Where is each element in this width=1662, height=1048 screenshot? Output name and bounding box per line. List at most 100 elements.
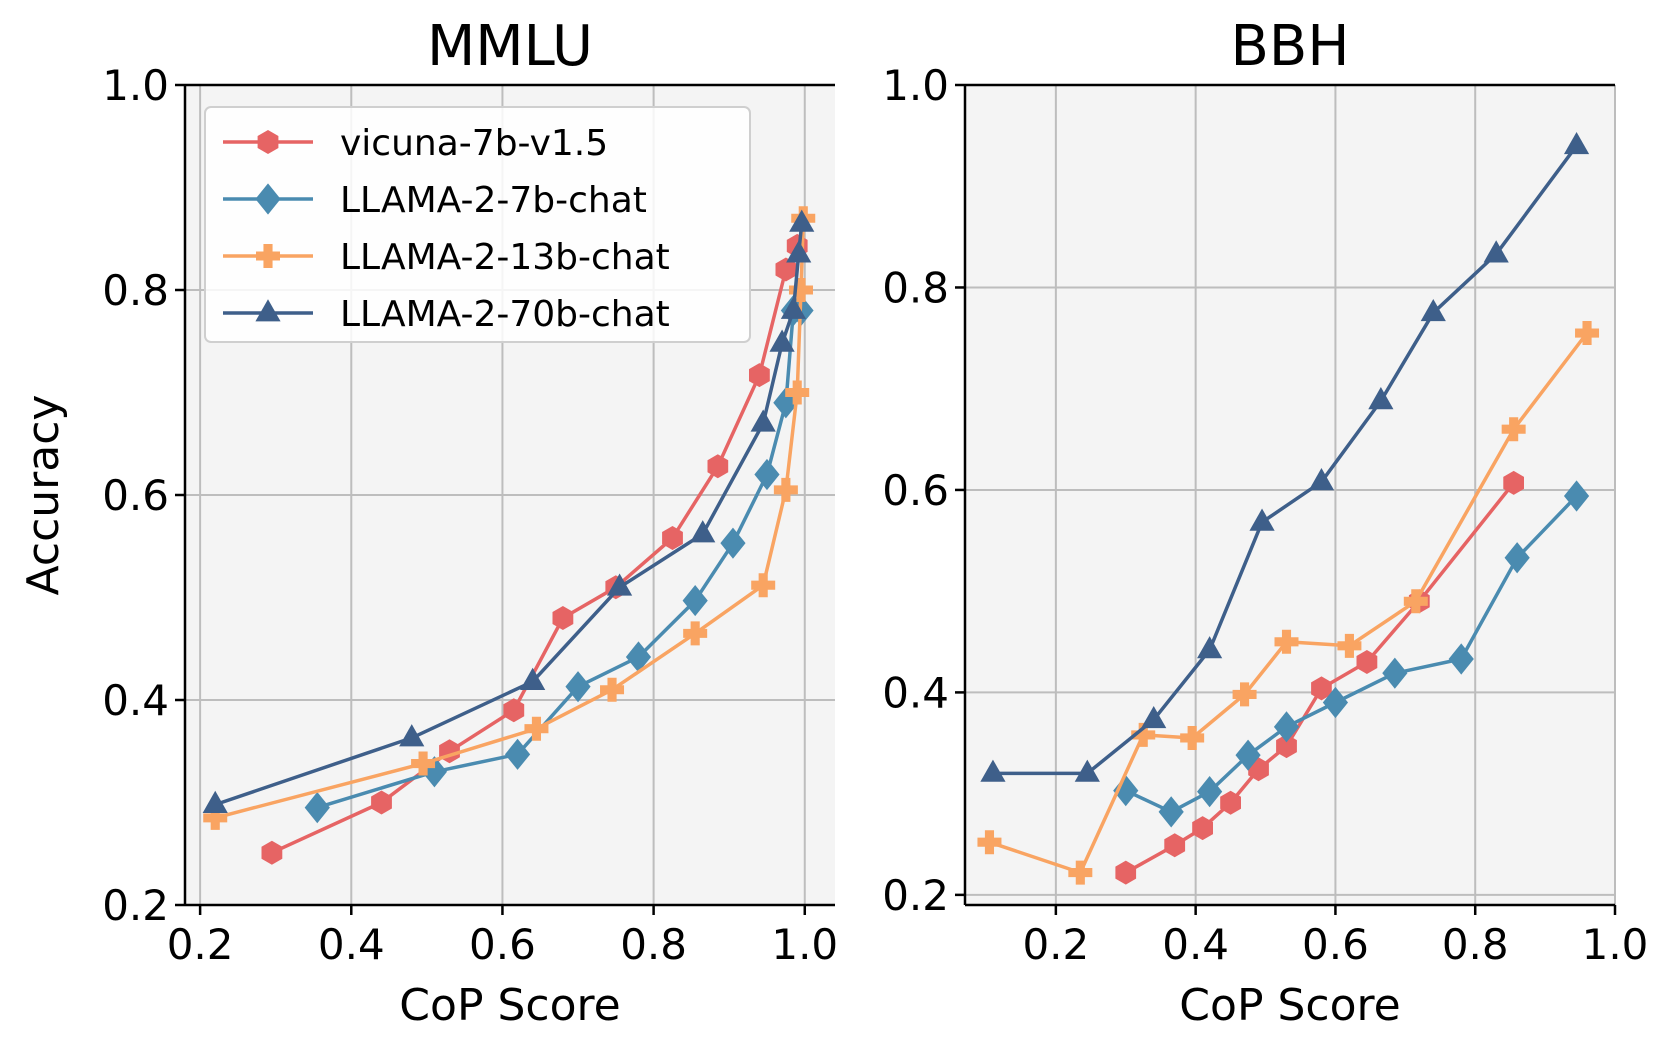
data-point — [421, 756, 448, 788]
y-tick-label: 0.4 — [882, 668, 949, 717]
series-line — [993, 144, 1579, 776]
x-tick-label: 0.2 — [1022, 920, 1089, 969]
legend-entry: LLAMA-2-7b-chat — [223, 180, 647, 221]
y-tick-label: 0.4 — [102, 676, 169, 725]
data-point — [773, 387, 799, 419]
series-LLAMA-2-13b-chat — [203, 206, 816, 830]
data-point — [1273, 711, 1300, 743]
y-tick-label: 1.0 — [102, 61, 169, 110]
data-point — [600, 677, 625, 702]
legend-entry: LLAMA-2-70b-chat — [223, 294, 670, 335]
data-point — [1235, 739, 1261, 771]
data-point — [1575, 321, 1600, 346]
data-point — [1483, 240, 1509, 263]
data-point — [1276, 734, 1297, 759]
x-tick-label: 0.8 — [620, 920, 687, 969]
data-point — [780, 296, 807, 319]
data-point — [789, 209, 815, 232]
data-point — [775, 257, 797, 282]
data-point — [1403, 589, 1428, 614]
plot-background — [965, 85, 1615, 905]
chart-title: BBH — [1231, 14, 1350, 79]
x-axis-label: CoP Score — [1179, 980, 1400, 1031]
legend: vicuna-7b-v1.5 LLAMA-2-7b-chat LLAMA-2-13b… — [204, 106, 751, 343]
data-point — [1308, 468, 1335, 491]
y-tick-label: 1.0 — [882, 61, 949, 110]
x-tick-label: 1.0 — [771, 920, 838, 969]
data-point — [399, 724, 425, 747]
data-point — [980, 759, 1006, 782]
legend-marker — [257, 130, 279, 154]
x-tick-label: 0.8 — [1442, 920, 1509, 969]
data-point — [773, 477, 798, 502]
data-point — [411, 751, 436, 776]
y-axis-label: Accuracy — [18, 395, 69, 596]
data-point — [1503, 470, 1524, 495]
data-point — [1337, 633, 1362, 658]
legend-entry: vicuna-7b-v1.5 — [223, 123, 608, 164]
series-line — [214, 223, 804, 807]
data-point — [203, 805, 228, 830]
x-tick-label: 0.4 — [1162, 920, 1229, 969]
data-point — [1563, 480, 1590, 512]
data-point — [662, 526, 683, 550]
data-point — [720, 527, 746, 559]
series-line — [988, 331, 1589, 875]
data-point — [785, 380, 810, 405]
data-point — [552, 606, 574, 630]
data-point — [1563, 131, 1590, 155]
data-point — [520, 667, 546, 690]
legend-label: vicuna-7b-v1.5 — [340, 123, 608, 164]
y-tick-label: 0.2 — [102, 881, 169, 930]
data-point — [1220, 790, 1241, 815]
data-point — [1068, 860, 1093, 885]
data-point — [371, 790, 392, 815]
x-axis-label: CoP Score — [399, 980, 620, 1031]
data-point — [1164, 833, 1186, 858]
legend-label: LLAMA-2-70b-chat — [340, 294, 670, 335]
data-point — [524, 716, 549, 741]
data-point — [202, 790, 228, 813]
data-point — [1356, 650, 1378, 674]
data-point — [690, 520, 716, 543]
series-line — [214, 218, 806, 820]
data-point — [754, 458, 780, 491]
data-point — [1249, 508, 1275, 531]
series-LLAMA-2-70b-chat — [202, 209, 815, 813]
y-tick-label: 0.6 — [882, 466, 949, 515]
data-point — [750, 409, 776, 432]
data-point — [1115, 860, 1137, 885]
bbh-panel: 0.2 0.4 0.6 0.8 1.0 0.2 0.4 0.6 0.8 1.0 BBH CoP Sco… — [882, 14, 1648, 1031]
data-point — [1504, 542, 1530, 574]
data-point — [625, 641, 652, 673]
data-point — [503, 698, 525, 723]
series-LLAMA-2-7b-chat — [1113, 480, 1590, 828]
data-point — [606, 573, 633, 596]
x-tick-label: 0.6 — [1302, 920, 1369, 969]
y-tick-label: 0.6 — [102, 471, 169, 520]
data-point — [1368, 387, 1394, 410]
legend-marker — [255, 183, 281, 215]
y-tick-label: 0.8 — [102, 266, 169, 315]
data-point — [1501, 417, 1526, 442]
data-point — [1141, 705, 1167, 729]
series-line — [1124, 481, 1516, 875]
data-point — [683, 621, 708, 646]
y-tick-label: 0.2 — [882, 871, 949, 920]
data-point — [1192, 816, 1213, 841]
legend-marker — [255, 299, 281, 322]
x-tick-label: 0.6 — [469, 920, 536, 969]
legend-entry: LLAMA-2-13b-chat — [223, 237, 670, 278]
y-tick-label: 0.8 — [882, 263, 949, 312]
data-point — [682, 584, 708, 617]
legend-label: LLAMA-2-7b-chat — [340, 180, 647, 221]
data-point — [1180, 725, 1205, 750]
data-point — [1197, 776, 1223, 808]
data-point — [1311, 676, 1332, 701]
data-point — [1420, 298, 1446, 322]
data-point — [786, 240, 812, 263]
data-point — [304, 792, 330, 824]
legend-label: LLAMA-2-13b-chat — [340, 237, 670, 278]
data-point — [751, 573, 776, 598]
